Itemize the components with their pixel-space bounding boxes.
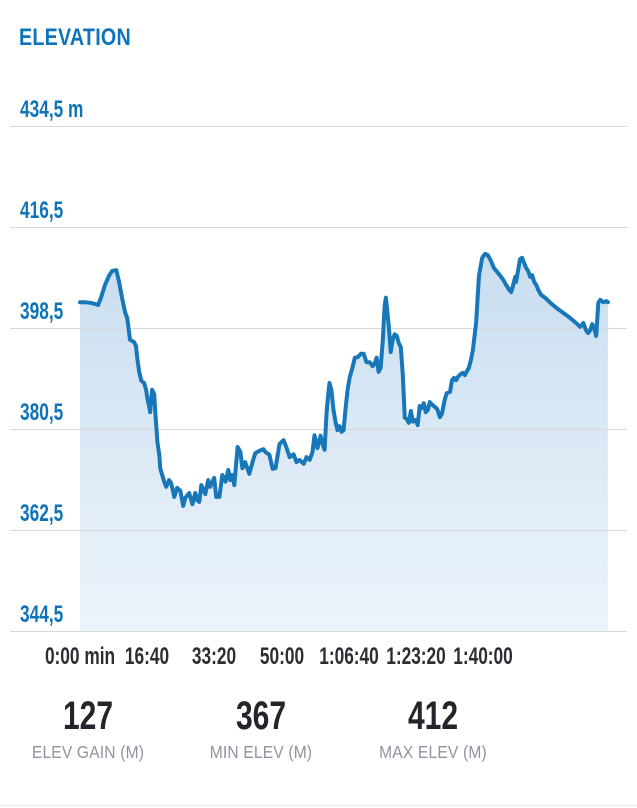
y-axis-label-text: 380,5 xyxy=(20,399,64,426)
stat-max-elev-label: MAX ELEV (M) xyxy=(372,742,493,762)
elevation-line xyxy=(78,251,610,508)
y-axis-label: 344,5 xyxy=(20,603,80,627)
x-axis-label-text: 16:40 xyxy=(124,643,170,670)
x-axis-label: 16:40 xyxy=(116,645,177,669)
stat-label-text: ELEV GAIN (M) xyxy=(31,742,145,762)
x-axis-label-text: 1:40:00 xyxy=(453,643,513,670)
stat-elev-gain-label: ELEV GAIN (M) xyxy=(25,742,151,762)
stat-min-elev-value: 367 xyxy=(228,696,295,736)
y-axis-label-text: 416,5 xyxy=(20,197,64,224)
stat-value-text: 127 xyxy=(62,694,114,738)
x-axis-label: 50:00 xyxy=(251,645,312,669)
x-axis-label: 1:06:40 xyxy=(308,645,391,669)
x-axis-label: 1:40:00 xyxy=(442,645,525,669)
stat-value-text: 412 xyxy=(407,694,459,738)
elevation-chart[interactable]: 434,5 m 416,5 398,5 380,5 362,5 344,5 0:00 min… xyxy=(0,0,637,680)
elevation-chart-svg[interactable] xyxy=(0,0,637,680)
page-title: ELEVATION xyxy=(19,24,155,52)
x-axis-label: 33:20 xyxy=(183,645,244,669)
stat-label-text: MAX ELEV (M) xyxy=(379,742,487,762)
stat-label-text: MIN ELEV (M) xyxy=(209,742,313,762)
x-axis-label-text: 1:23:20 xyxy=(386,643,446,670)
x-axis-label-text: 0:00 min xyxy=(44,643,116,670)
y-axis-label: 434,5 m xyxy=(20,98,108,122)
y-axis-label-text: 344,5 xyxy=(20,601,64,628)
elevation-area-fill xyxy=(80,253,608,631)
stat-min-elev-label: MIN ELEV (M) xyxy=(203,742,318,762)
x-axis-label: 0:00 min xyxy=(31,645,128,669)
y-axis-label: 416,5 xyxy=(20,199,80,223)
stat-elev-gain-value: 127 xyxy=(55,696,122,736)
y-axis-label-text: 398,5 xyxy=(20,298,64,325)
stat-value-text: 367 xyxy=(235,694,287,738)
stat-max-elev-value: 412 xyxy=(400,696,467,736)
y-axis-label-text: 434,5 m xyxy=(20,96,84,123)
x-axis-label: 1:23:20 xyxy=(375,645,458,669)
x-axis-label-text: 33:20 xyxy=(191,643,237,670)
elevation-title-text: ELEVATION xyxy=(19,24,131,51)
x-axis-label-text: 50:00 xyxy=(259,643,305,670)
y-axis-label: 380,5 xyxy=(20,401,80,425)
y-axis-label: 362,5 xyxy=(20,502,80,526)
section-divider xyxy=(0,805,637,806)
y-axis-label-text: 362,5 xyxy=(20,500,64,527)
x-axis-label-text: 1:06:40 xyxy=(319,643,379,670)
y-axis-label: 398,5 xyxy=(20,300,80,324)
